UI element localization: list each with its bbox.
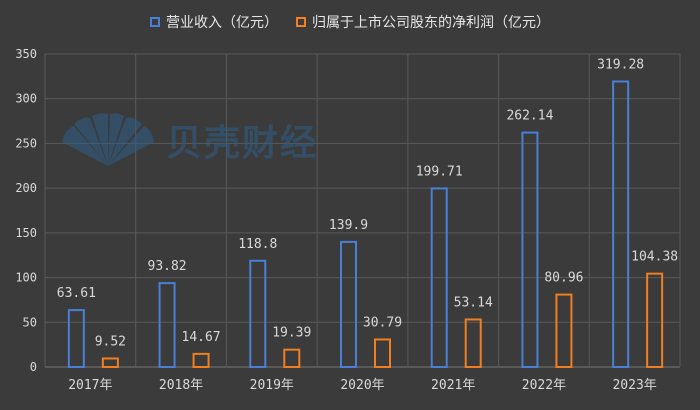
profit-bar bbox=[101, 357, 119, 368]
x-tick-label: 2022年 bbox=[522, 378, 566, 393]
revenue-value-label: 118.8 bbox=[238, 237, 277, 252]
revenue-bar bbox=[430, 187, 448, 368]
profit-value-label: 104.38 bbox=[631, 250, 678, 265]
revenue-bar bbox=[340, 240, 357, 369]
legend-item-revenue: 营业收入（亿元） bbox=[150, 12, 278, 32]
profit-value-label: 9.52 bbox=[95, 334, 126, 349]
profit-bar bbox=[646, 272, 664, 368]
x-tick-label: 2021年 bbox=[431, 378, 475, 393]
revenue-value-label: 199.71 bbox=[416, 164, 463, 179]
y-tick-label: 350 bbox=[15, 47, 37, 61]
revenue-bar bbox=[67, 309, 85, 368]
x-tick-label: 2018年 bbox=[159, 378, 203, 393]
revenue-bar bbox=[521, 131, 539, 368]
profit-value-label: 19.39 bbox=[272, 326, 311, 341]
legend-swatch-profit bbox=[296, 17, 306, 27]
profit-value-label: 14.67 bbox=[182, 330, 221, 345]
revenue-bar bbox=[249, 259, 267, 368]
x-tick-label: 2020年 bbox=[340, 378, 384, 393]
y-tick-label: 150 bbox=[15, 226, 37, 240]
profit-value-label: 80.96 bbox=[544, 271, 583, 286]
x-tick-label: 2023年 bbox=[612, 378, 656, 393]
chart-legend: 营业收入（亿元） 归属于上市公司股东的净利润（亿元） bbox=[0, 12, 700, 32]
profit-bar bbox=[283, 348, 301, 368]
profit-value-label: 30.79 bbox=[363, 315, 402, 330]
legend-swatch-revenue bbox=[150, 17, 160, 27]
profit-bar bbox=[374, 338, 391, 368]
y-tick-label: 200 bbox=[15, 181, 37, 195]
y-tick-label: 0 bbox=[30, 360, 37, 374]
y-tick-label: 100 bbox=[15, 271, 37, 285]
profit-value-label: 53.14 bbox=[454, 295, 493, 310]
watermark-text: 贝壳财经 bbox=[166, 123, 319, 164]
profit-bar bbox=[555, 293, 573, 369]
profit-bar bbox=[464, 318, 482, 369]
x-tick-label: 2017年 bbox=[68, 378, 112, 393]
legend-item-profit: 归属于上市公司股东的净利润（亿元） bbox=[296, 12, 550, 32]
revenue-value-label: 93.82 bbox=[148, 259, 187, 274]
legend-label-revenue: 营业收入（亿元） bbox=[166, 15, 278, 31]
profit-bar bbox=[192, 352, 210, 368]
y-tick-label: 50 bbox=[23, 315, 37, 329]
revenue-value-label: 63.61 bbox=[57, 286, 96, 301]
legend-label-profit: 归属于上市公司股东的净利润（亿元） bbox=[312, 15, 550, 31]
watermark: 贝壳财经 bbox=[60, 112, 318, 168]
revenue-value-label: 319.28 bbox=[597, 57, 644, 72]
x-tick-label: 2019年 bbox=[250, 378, 294, 393]
y-tick-label: 300 bbox=[15, 92, 37, 106]
revenue-bar bbox=[612, 80, 630, 369]
shell-logo-icon bbox=[62, 113, 154, 166]
revenue-value-label: 139.9 bbox=[329, 218, 368, 233]
y-tick-label: 250 bbox=[15, 136, 37, 150]
revenue-value-label: 262.14 bbox=[506, 109, 553, 124]
revenue-bar bbox=[158, 282, 176, 368]
